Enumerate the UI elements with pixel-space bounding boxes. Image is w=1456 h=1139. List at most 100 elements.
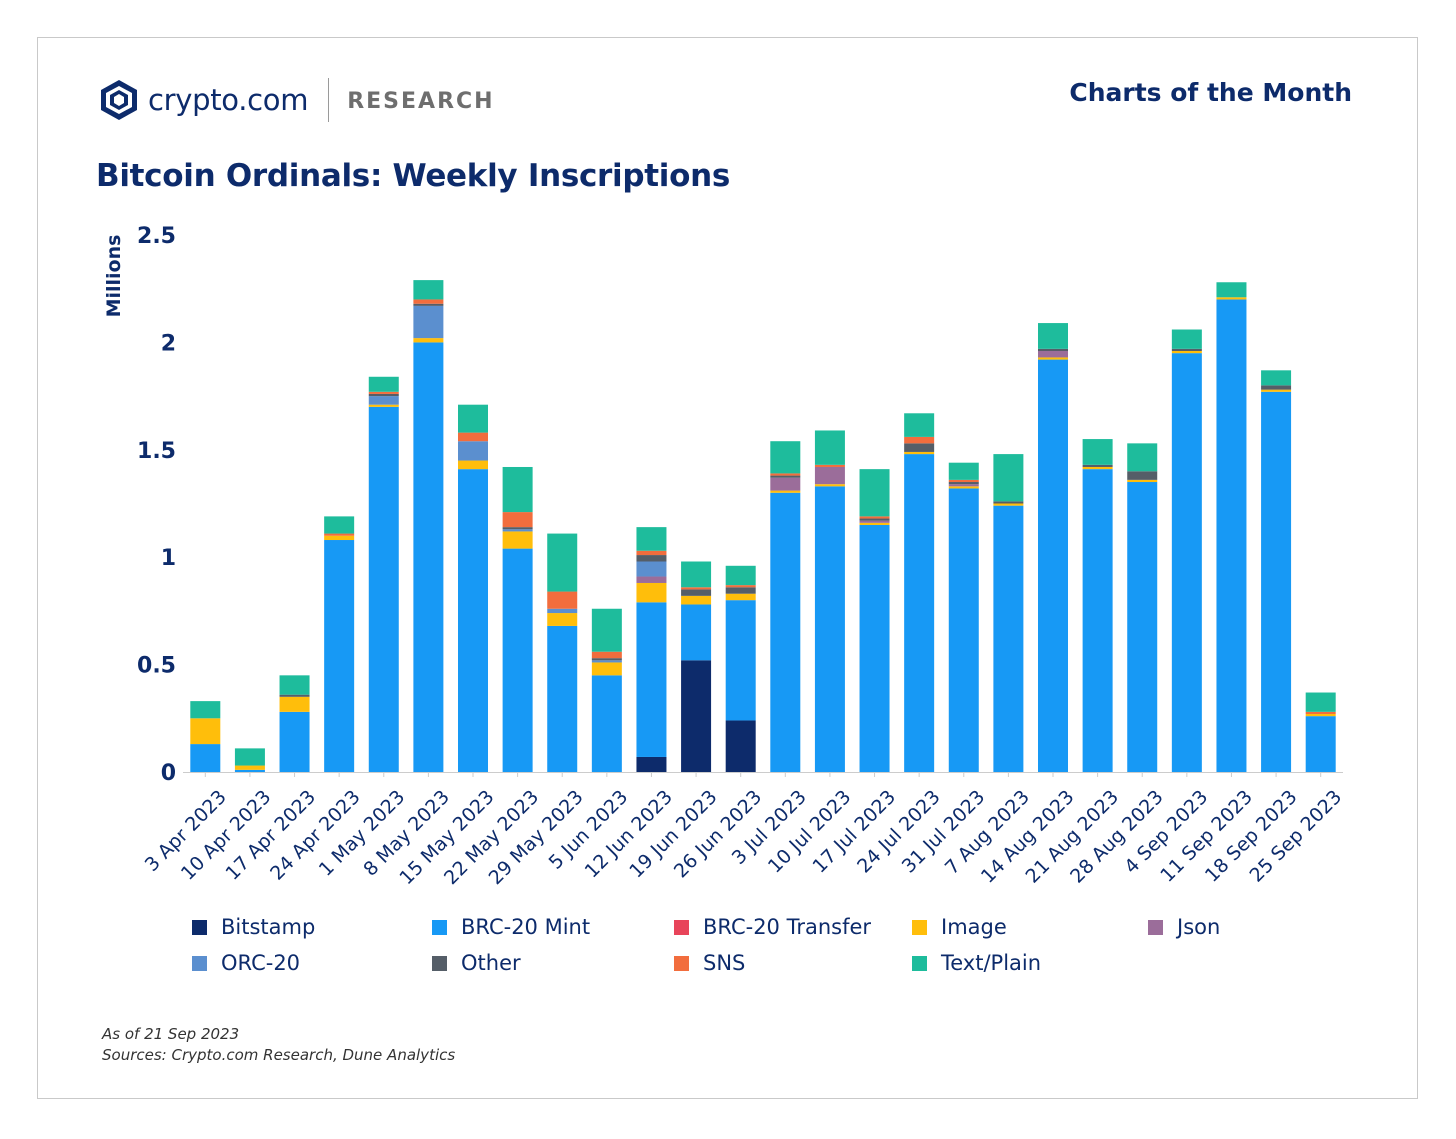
bar-segment <box>1305 714 1336 717</box>
bar-segment <box>324 535 355 541</box>
bar-segment <box>413 342 444 772</box>
y-tick-label: 2.5 <box>137 224 176 249</box>
crypto-com-logo: crypto.com RESEARCH <box>100 78 495 122</box>
bar-segment <box>1127 482 1158 772</box>
bar-segment <box>681 660 712 772</box>
legend-item: Json <box>1148 915 1220 939</box>
bar-segment <box>547 591 578 609</box>
bar-segment <box>859 522 890 525</box>
bar-segment <box>725 587 756 594</box>
bar-segment <box>636 602 667 757</box>
bar-segment <box>725 600 756 721</box>
bar-segment <box>368 391 399 394</box>
bar-segment <box>1261 370 1292 386</box>
bar-segment <box>591 662 622 676</box>
y-tick-label: 1.5 <box>137 439 176 464</box>
bar-segment <box>681 595 712 605</box>
bar-segment <box>458 404 488 433</box>
legend-item: BRC-20 Mint <box>432 915 590 939</box>
bar-segment <box>368 376 399 392</box>
lion-shield-icon <box>101 80 137 120</box>
y-tick-label: 0.5 <box>137 654 176 679</box>
bar-segment <box>1038 348 1068 351</box>
bar-segment <box>770 492 801 772</box>
bar-segment <box>1261 389 1292 392</box>
legend-item: SNS <box>674 951 745 975</box>
bar-segment <box>502 548 533 772</box>
bar-segment <box>1082 466 1113 470</box>
bar-segment <box>636 555 667 562</box>
legend-label: Image <box>941 915 1007 939</box>
bar-segment <box>725 565 756 586</box>
bar-segment <box>948 488 979 772</box>
legend-swatch <box>674 955 689 971</box>
bar-segment <box>1082 469 1113 772</box>
legend-swatch <box>192 955 207 971</box>
bar-segment <box>1082 439 1113 465</box>
bar-segment <box>681 604 712 661</box>
bar-segment <box>458 441 488 461</box>
bar-segment <box>993 454 1024 502</box>
bar-segment <box>1171 348 1202 351</box>
bar-segment <box>1171 329 1202 349</box>
y-tick-label: 2 <box>161 331 176 356</box>
bar-segment <box>1216 299 1247 772</box>
bar-segment <box>190 701 221 719</box>
bar-segment <box>279 711 310 772</box>
bar-segment <box>368 393 399 397</box>
brand-name: crypto.com <box>148 83 309 117</box>
chart-title: Bitcoin Ordinals: Weekly Inscriptions <box>96 158 731 194</box>
legend-swatch <box>192 919 207 935</box>
legend-item: Image <box>912 915 1007 939</box>
logo-divider <box>328 78 330 122</box>
bar-segment <box>413 299 444 304</box>
bar-segment <box>1305 692 1336 712</box>
bar-segment <box>234 765 265 770</box>
research-label: RESEARCH <box>347 88 495 114</box>
bar-segment <box>368 404 399 407</box>
legend-label: Other <box>461 951 521 975</box>
bar-segment <box>814 484 845 487</box>
bar-segment <box>948 482 979 485</box>
legend-label: BRC-20 Transfer <box>703 915 872 939</box>
bar-segment <box>413 338 444 343</box>
bar-segment <box>1038 357 1068 360</box>
y-tick-label: 0 <box>161 761 176 786</box>
legend-swatch <box>1148 919 1163 935</box>
bar-segment <box>814 466 845 485</box>
legend-swatch <box>912 919 927 935</box>
bar-segment <box>413 280 444 300</box>
bar-segment <box>502 512 533 528</box>
bar-segment <box>279 696 310 712</box>
legend-item: Other <box>432 951 521 975</box>
bar-segment <box>1261 391 1292 772</box>
bar-segment <box>904 451 935 455</box>
bar-segment <box>234 748 265 766</box>
bar-segment <box>591 660 622 663</box>
bar-segment <box>1171 353 1202 772</box>
bar-segment <box>681 587 712 590</box>
bar-segment <box>1038 350 1068 358</box>
bar-segment <box>681 589 712 596</box>
bar-segment <box>1127 471 1158 480</box>
bar-segment <box>993 505 1024 772</box>
bar-segment <box>859 520 890 523</box>
bar-segment <box>547 613 578 626</box>
bar-segment <box>770 473 801 476</box>
bar-segment <box>681 561 712 588</box>
bar-segment <box>814 486 845 772</box>
footnotes: As of 21 Sep 2023 Sources: Crypto.com Re… <box>102 1024 455 1066</box>
bar-segment <box>1216 282 1247 298</box>
bar-segment <box>1261 385 1292 390</box>
bar-segment <box>636 561 667 577</box>
bar-segment <box>502 531 533 549</box>
bar-segment <box>190 744 221 772</box>
bar-segment <box>725 593 756 601</box>
bar-segment <box>1082 464 1113 467</box>
legend-label: BRC-20 Mint <box>461 915 591 939</box>
bar-segment <box>413 303 444 306</box>
bar-segment <box>770 477 801 491</box>
bar-segment <box>859 469 890 517</box>
bar-segment <box>993 501 1024 504</box>
